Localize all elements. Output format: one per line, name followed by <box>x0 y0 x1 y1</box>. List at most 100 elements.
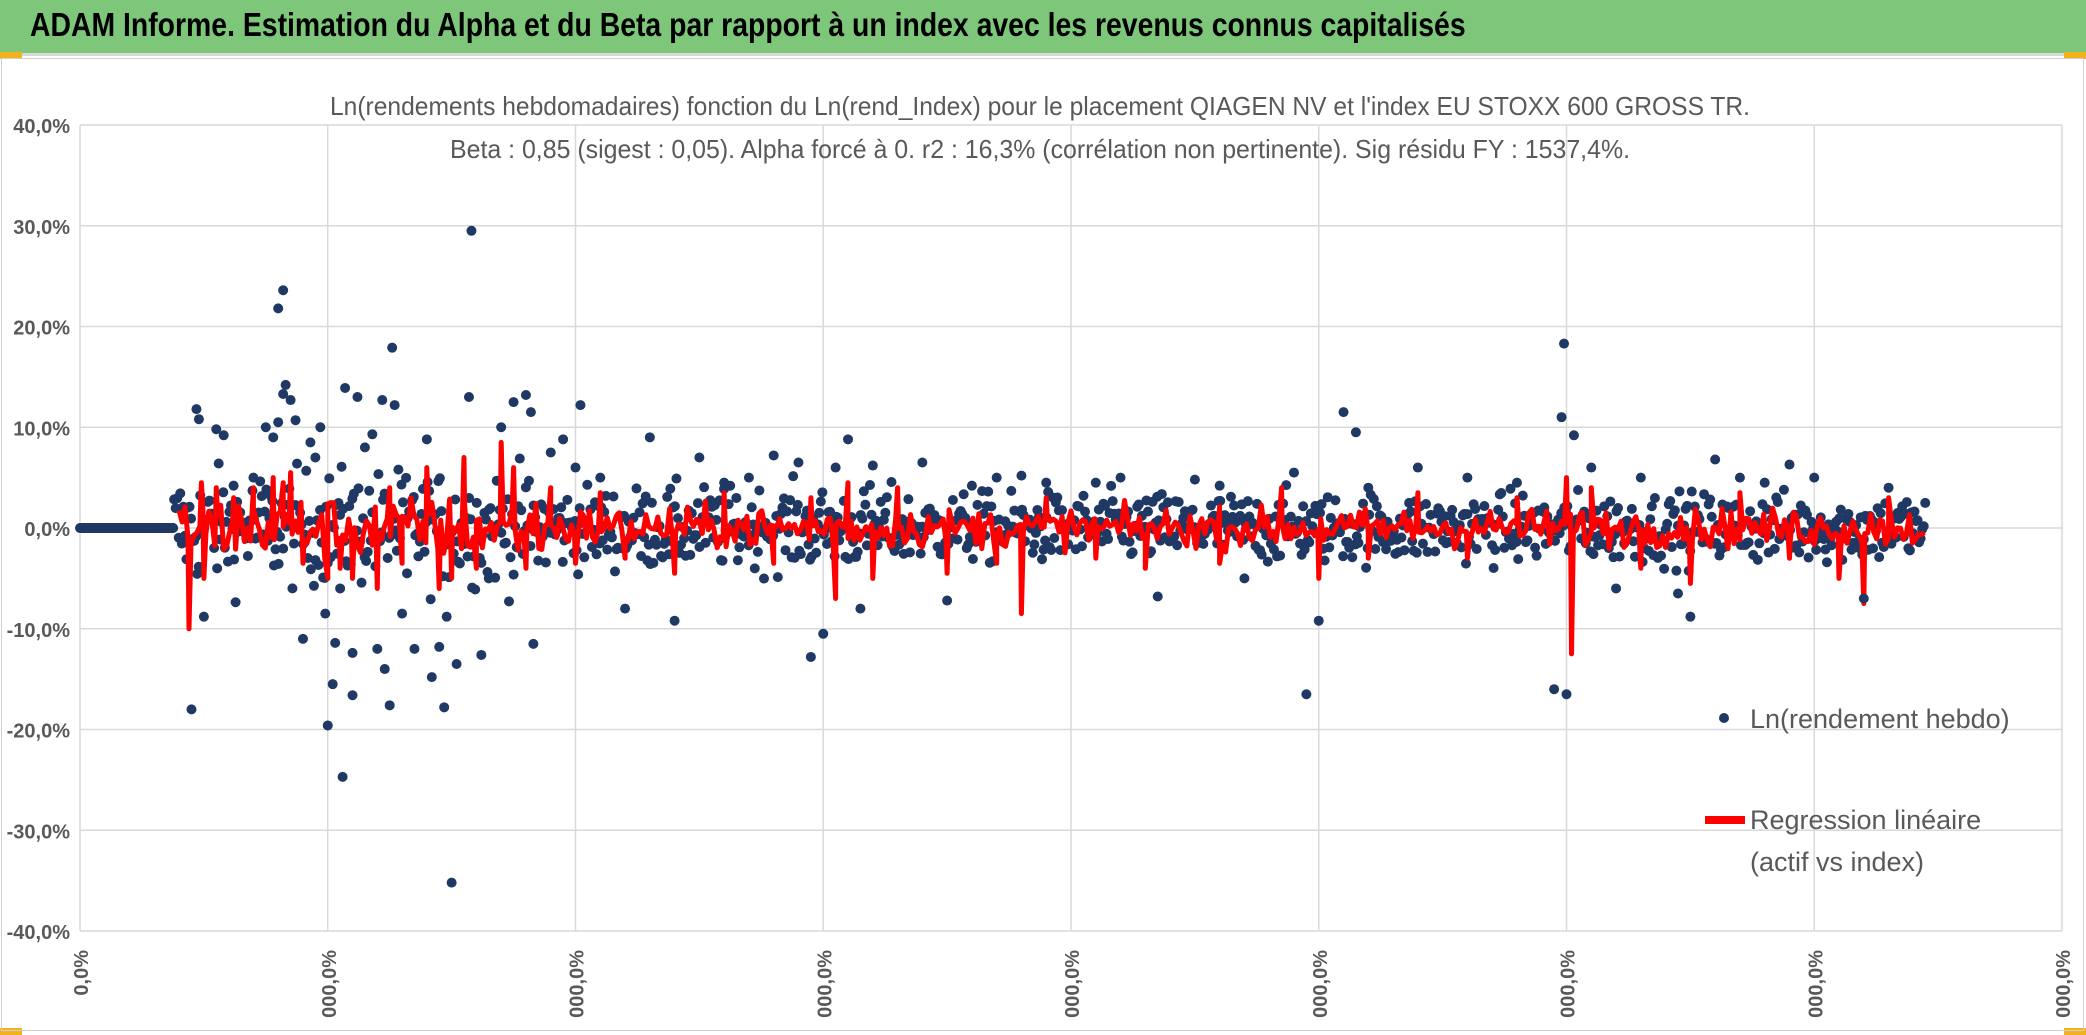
data-point <box>672 513 683 524</box>
data-point <box>1239 573 1250 584</box>
data-point <box>1056 505 1067 516</box>
data-point <box>600 490 611 501</box>
data-point <box>793 457 804 468</box>
data-point <box>1049 532 1060 543</box>
corner-marker <box>2064 1028 2086 1035</box>
data-point <box>1479 501 1490 512</box>
corner-marker <box>0 1028 22 1035</box>
regression-line <box>176 439 1926 657</box>
data-point <box>1883 482 1894 493</box>
data-point <box>1099 500 1110 511</box>
data-point <box>1471 543 1482 554</box>
data-point <box>746 502 757 513</box>
data-point <box>275 531 286 542</box>
data-point <box>1242 496 1253 507</box>
data-point <box>1669 505 1680 516</box>
data-point <box>1330 495 1341 506</box>
data-point <box>1285 511 1296 522</box>
data-point <box>352 392 363 403</box>
data-point <box>1918 521 1929 532</box>
data-point <box>734 542 745 553</box>
data-point <box>679 533 690 544</box>
data-point <box>1215 495 1226 506</box>
data-point <box>1205 500 1216 511</box>
data-point <box>880 507 891 518</box>
data-point <box>176 538 187 549</box>
data-point <box>425 594 436 605</box>
data-point <box>782 506 793 517</box>
data-point <box>304 515 315 526</box>
data-point <box>602 544 613 555</box>
data-point <box>1499 542 1510 553</box>
data-point <box>1686 486 1697 497</box>
data-point <box>1628 536 1639 547</box>
data-point <box>817 487 828 498</box>
data-point <box>389 400 400 411</box>
data-point <box>1411 547 1422 558</box>
data-point <box>356 577 367 588</box>
data-point <box>582 479 593 490</box>
data-point <box>575 400 586 411</box>
data-point <box>451 659 462 670</box>
data-point <box>860 499 871 510</box>
data-point <box>942 595 953 606</box>
data-point <box>917 457 928 468</box>
data-point <box>758 573 769 584</box>
data-point <box>336 461 347 472</box>
corner-marker <box>0 52 22 59</box>
data-point <box>1868 543 1879 554</box>
data-point <box>1027 547 1038 558</box>
data-point <box>1682 500 1693 511</box>
data-point <box>421 434 432 445</box>
data-point <box>685 549 696 560</box>
x-tick-label: 000,0% <box>2053 950 2075 1018</box>
data-point <box>229 554 240 565</box>
data-point <box>1127 547 1138 558</box>
data-point <box>1784 459 1795 470</box>
data-point <box>1505 483 1516 494</box>
data-point <box>894 539 905 550</box>
data-point <box>1313 615 1324 626</box>
data-point <box>514 453 525 464</box>
data-point <box>450 494 461 505</box>
data-point <box>1778 484 1789 495</box>
data-point <box>1588 549 1599 560</box>
data-point <box>780 545 791 556</box>
data-point <box>1531 550 1542 561</box>
data-point <box>505 552 516 563</box>
data-point <box>347 690 358 701</box>
data-point <box>958 489 969 500</box>
data-point <box>191 404 202 415</box>
data-point <box>843 434 854 445</box>
data-point <box>305 437 316 448</box>
data-point <box>362 546 373 557</box>
data-point <box>1156 489 1167 500</box>
data-point <box>1875 508 1886 519</box>
data-point <box>1734 472 1745 483</box>
data-point <box>1490 545 1501 556</box>
data-point <box>1605 496 1616 507</box>
data-point <box>1029 539 1040 550</box>
axis-layer: 40,0% 30,0% 20,0% 10,0% 0,0% -10,0% -20,0% -30,… <box>7 116 2075 1018</box>
legend-marker-points <box>1719 713 1729 723</box>
data-point <box>218 487 229 498</box>
x-tick-label: 000,0% <box>814 950 836 1018</box>
data-point <box>591 549 602 560</box>
data-point <box>967 553 978 564</box>
data-point <box>749 563 760 574</box>
data-point <box>671 473 682 484</box>
data-point <box>1759 477 1770 488</box>
data-point <box>1629 551 1640 562</box>
y-tick-label: 20,0% <box>13 318 70 340</box>
data-point <box>952 534 963 545</box>
data-point <box>466 225 477 236</box>
data-point <box>570 462 581 473</box>
data-point <box>211 424 222 435</box>
data-point <box>717 555 728 566</box>
data-point <box>1843 508 1854 519</box>
data-point <box>1904 545 1915 556</box>
data-point <box>434 641 445 652</box>
data-point <box>562 494 573 505</box>
data-point <box>285 395 296 406</box>
data-point <box>557 556 568 567</box>
